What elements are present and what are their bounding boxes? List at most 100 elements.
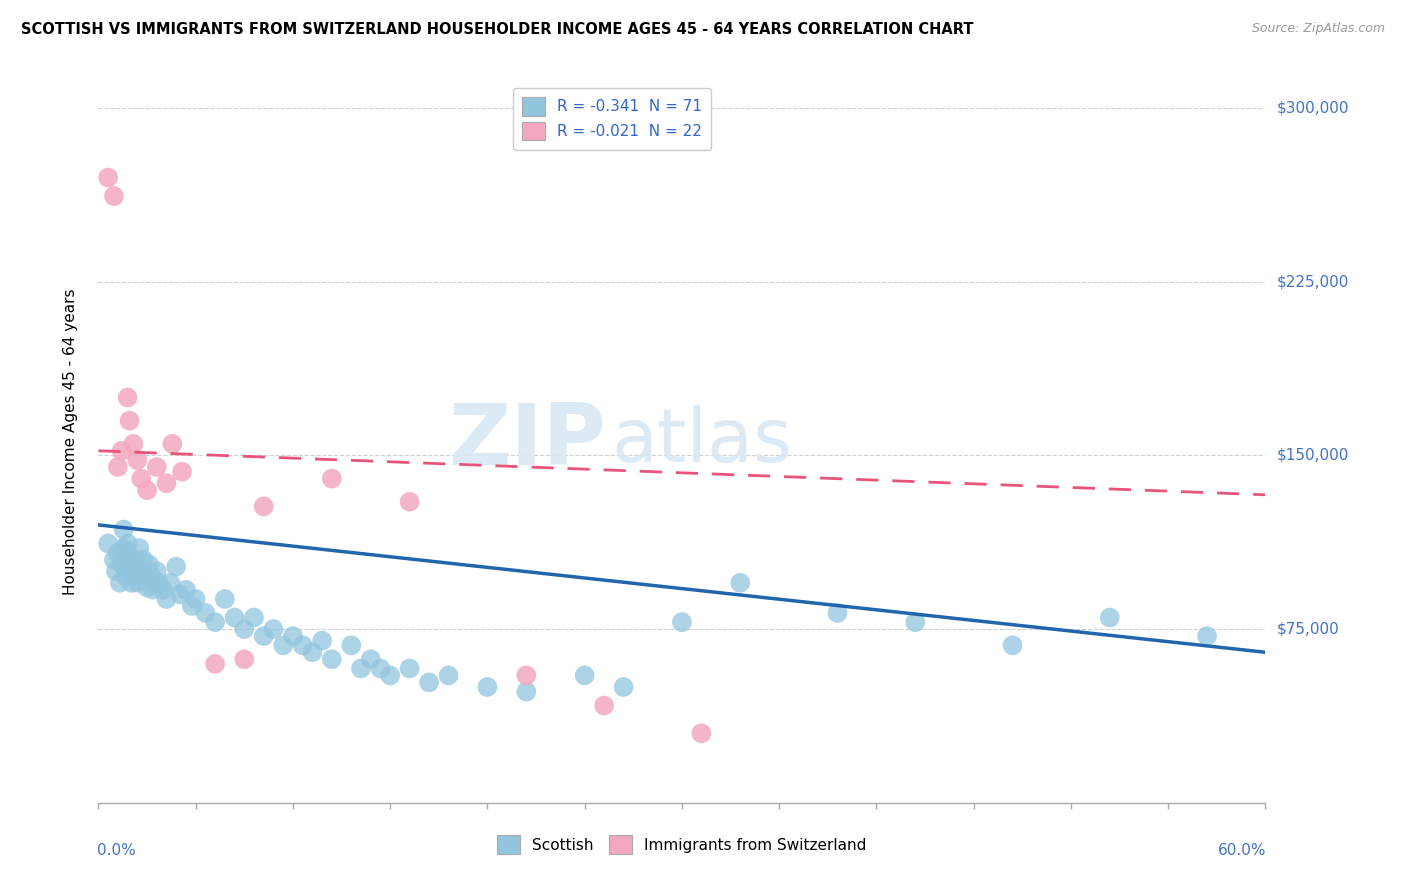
Point (132, 552, 155, 566)
Point (159, 575, 181, 590)
Text: $300,000: $300,000 (1277, 101, 1348, 116)
Point (360, 652, 382, 666)
Text: $75,000: $75,000 (1277, 622, 1340, 637)
Point (108, 575, 131, 590)
Point (134, 569, 156, 583)
Point (162, 437, 184, 451)
Point (146, 564, 169, 578)
Point (291, 638, 314, 652)
Point (129, 472, 152, 486)
Text: $225,000: $225,000 (1277, 274, 1348, 289)
Point (233, 652, 256, 666)
Point (127, 564, 149, 578)
Point (152, 582, 174, 597)
Point (136, 483, 159, 498)
Point (118, 414, 141, 428)
Point (398, 494, 420, 508)
Point (437, 668, 460, 682)
Text: 60.0%: 60.0% (1218, 843, 1267, 857)
Point (107, 460, 129, 475)
Point (117, 391, 139, 405)
Point (233, 622, 256, 636)
Point (138, 558, 160, 572)
Point (170, 465, 193, 479)
Point (114, 552, 136, 566)
Point (128, 541, 150, 555)
Point (97, 170, 120, 185)
Point (124, 552, 146, 566)
Point (174, 582, 197, 597)
Point (103, 189, 125, 203)
Text: ZIP: ZIP (449, 400, 606, 483)
Text: SCOTTISH VS IMMIGRANTS FROM SWITZERLAND HOUSEHOLDER INCOME AGES 45 - 64 YEARS CO: SCOTTISH VS IMMIGRANTS FROM SWITZERLAND … (21, 22, 973, 37)
Point (136, 581, 159, 595)
Point (107, 546, 129, 560)
Point (117, 536, 139, 550)
Point (139, 569, 162, 583)
Point (121, 575, 143, 590)
Point (117, 546, 139, 560)
Point (204, 615, 226, 630)
Text: $150,000: $150,000 (1277, 448, 1348, 463)
Point (122, 437, 145, 451)
Point (671, 615, 693, 630)
Point (129, 564, 152, 578)
Point (243, 610, 266, 624)
Point (253, 500, 276, 514)
Point (1098, 610, 1121, 624)
Point (301, 645, 323, 659)
Point (184, 592, 207, 607)
Point (690, 726, 713, 740)
Point (477, 680, 499, 694)
Point (112, 541, 135, 555)
Point (204, 657, 226, 671)
Point (340, 638, 363, 652)
Point (827, 606, 849, 620)
Point (1195, 629, 1218, 643)
Point (142, 582, 165, 597)
Point (253, 629, 276, 643)
Point (224, 610, 246, 624)
Point (143, 575, 166, 590)
Y-axis label: Householder Income Ages 45 - 64 years: Householder Income Ages 45 - 64 years (63, 288, 77, 595)
Point (398, 661, 420, 675)
Point (122, 569, 145, 583)
Point (146, 460, 169, 475)
Point (1001, 638, 1024, 652)
Point (104, 564, 127, 578)
Point (593, 698, 616, 713)
Legend: Scottish, Immigrants from Switzerland: Scottish, Immigrants from Switzerland (491, 830, 873, 860)
Point (155, 476, 177, 491)
Point (169, 587, 191, 601)
Point (214, 592, 236, 607)
Point (112, 523, 135, 537)
Point (321, 652, 343, 666)
Point (380, 668, 402, 682)
Point (418, 675, 440, 690)
Point (111, 558, 134, 572)
Point (118, 564, 141, 578)
Point (271, 638, 294, 652)
Text: atlas: atlas (612, 405, 793, 478)
Text: Source: ZipAtlas.com: Source: ZipAtlas.com (1251, 22, 1385, 36)
Point (370, 661, 392, 675)
Point (148, 575, 170, 590)
Point (97, 536, 120, 550)
Point (180, 599, 202, 613)
Point (574, 668, 596, 682)
Point (321, 472, 343, 486)
Point (127, 453, 149, 467)
Point (194, 606, 217, 620)
Point (613, 680, 636, 694)
Point (155, 592, 177, 607)
Text: 0.0%: 0.0% (97, 843, 136, 857)
Point (111, 443, 134, 458)
Point (122, 558, 145, 572)
Point (350, 661, 373, 675)
Point (262, 622, 284, 636)
Point (730, 575, 752, 590)
Point (165, 559, 187, 574)
Point (103, 552, 125, 566)
Point (127, 575, 149, 590)
Point (281, 629, 304, 643)
